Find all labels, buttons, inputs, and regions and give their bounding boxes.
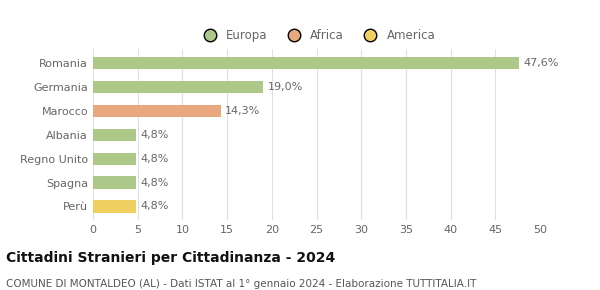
Text: Cittadini Stranieri per Cittadinanza - 2024: Cittadini Stranieri per Cittadinanza - 2… bbox=[6, 251, 335, 265]
Bar bbox=[93, 153, 136, 165]
Text: 4,8%: 4,8% bbox=[140, 202, 169, 211]
Bar bbox=[93, 57, 518, 70]
Text: 47,6%: 47,6% bbox=[523, 58, 559, 68]
Legend: Europa, Africa, America: Europa, Africa, America bbox=[193, 24, 440, 47]
Bar bbox=[93, 176, 136, 189]
Text: COMUNE DI MONTALDEO (AL) - Dati ISTAT al 1° gennaio 2024 - Elaborazione TUTTITAL: COMUNE DI MONTALDEO (AL) - Dati ISTAT al… bbox=[6, 279, 476, 289]
Bar bbox=[93, 105, 221, 117]
Text: 19,0%: 19,0% bbox=[268, 82, 302, 92]
Bar bbox=[93, 129, 136, 141]
Text: 4,8%: 4,8% bbox=[140, 154, 169, 164]
Text: 4,8%: 4,8% bbox=[140, 130, 169, 140]
Bar bbox=[93, 200, 136, 213]
Text: 14,3%: 14,3% bbox=[226, 106, 260, 116]
Text: 4,8%: 4,8% bbox=[140, 177, 169, 188]
Bar bbox=[93, 81, 263, 93]
